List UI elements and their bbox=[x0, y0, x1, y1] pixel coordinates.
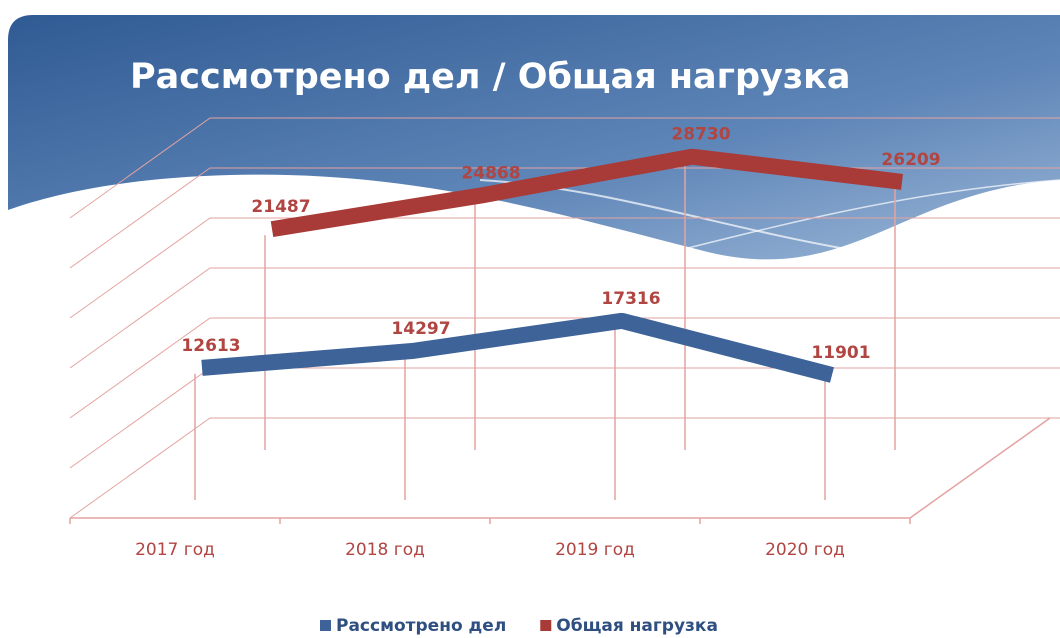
chart-title: Рассмотрено дел / Общая нагрузка bbox=[130, 57, 851, 97]
value-label: 14297 bbox=[391, 319, 450, 339]
legend-label: Общая нагрузка bbox=[556, 616, 718, 636]
value-label: 24868 bbox=[461, 163, 520, 183]
grid-line bbox=[70, 418, 1060, 518]
x-tick-label: 2018 год bbox=[345, 540, 425, 560]
x-tick-label: 2019 год bbox=[555, 540, 635, 560]
header-background bbox=[8, 15, 1060, 259]
x-tick-label: 2017 год bbox=[135, 540, 215, 560]
page: {"chart_data": {"type": "line3d", "title… bbox=[0, 0, 1060, 638]
x-tick-label: 2020 год bbox=[765, 540, 845, 560]
value-label: 11901 bbox=[811, 343, 870, 363]
legend-label: Рассмотрено дел bbox=[336, 616, 506, 636]
value-label: 12613 bbox=[181, 336, 240, 356]
value-label: 17316 bbox=[601, 289, 660, 309]
chart: Рассмотрено дел / Общая нагрузка 2017 го… bbox=[0, 0, 1060, 638]
legend-swatch bbox=[540, 620, 551, 631]
legend-swatch bbox=[320, 620, 331, 631]
floor-edge bbox=[70, 418, 1050, 518]
value-label: 28730 bbox=[671, 125, 730, 145]
series-ribbon bbox=[202, 321, 832, 375]
value-label: 26209 bbox=[881, 150, 940, 170]
value-label: 21487 bbox=[251, 197, 310, 217]
